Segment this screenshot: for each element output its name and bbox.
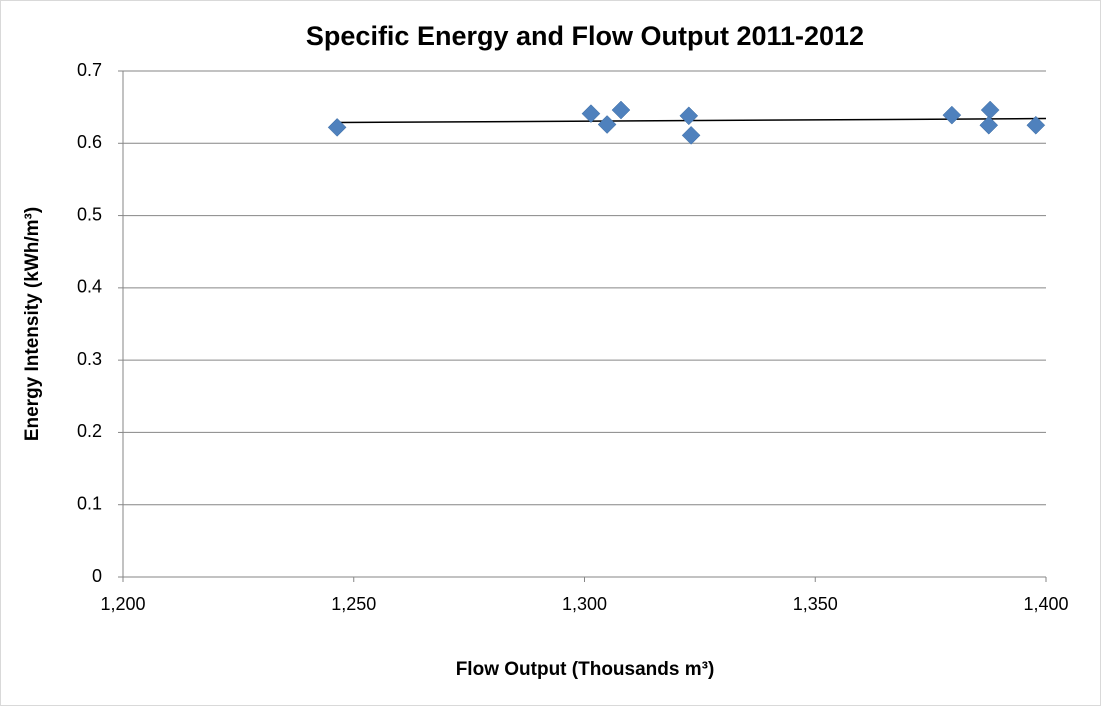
chart-title: Specific Energy and Flow Output 2011-201… — [306, 21, 864, 51]
data-point — [611, 100, 631, 120]
y-tick-label: 0.4 — [77, 277, 102, 297]
y-tick-label: 0.1 — [77, 493, 102, 513]
y-tick-label: 0.3 — [77, 349, 102, 369]
data-point — [679, 106, 699, 126]
y-axis-title: Energy Intensity (kWh/m³) — [22, 207, 43, 441]
x-axis-title: Flow Output (Thousands m³) — [456, 659, 715, 680]
x-tick-label: 1,300 — [562, 594, 607, 614]
data-point — [597, 115, 617, 134]
data-point — [581, 104, 601, 124]
y-tick-label: 0.6 — [77, 132, 102, 152]
y-tick-label: 0.7 — [77, 60, 102, 80]
x-tick-label: 1,250 — [331, 594, 376, 614]
y-tick-label: 0.2 — [77, 421, 102, 441]
y-tick-label: 0 — [92, 566, 102, 586]
x-tick-label: 1,200 — [100, 594, 145, 614]
x-tick-label: 1,400 — [1023, 594, 1068, 614]
data-point — [1026, 115, 1046, 135]
data-point — [681, 125, 701, 145]
x-tick-label: 1,350 — [793, 594, 838, 614]
y-tick-label: 0.5 — [77, 204, 102, 224]
data-point — [979, 115, 999, 135]
data-point — [942, 105, 962, 125]
data-point — [327, 118, 347, 137]
